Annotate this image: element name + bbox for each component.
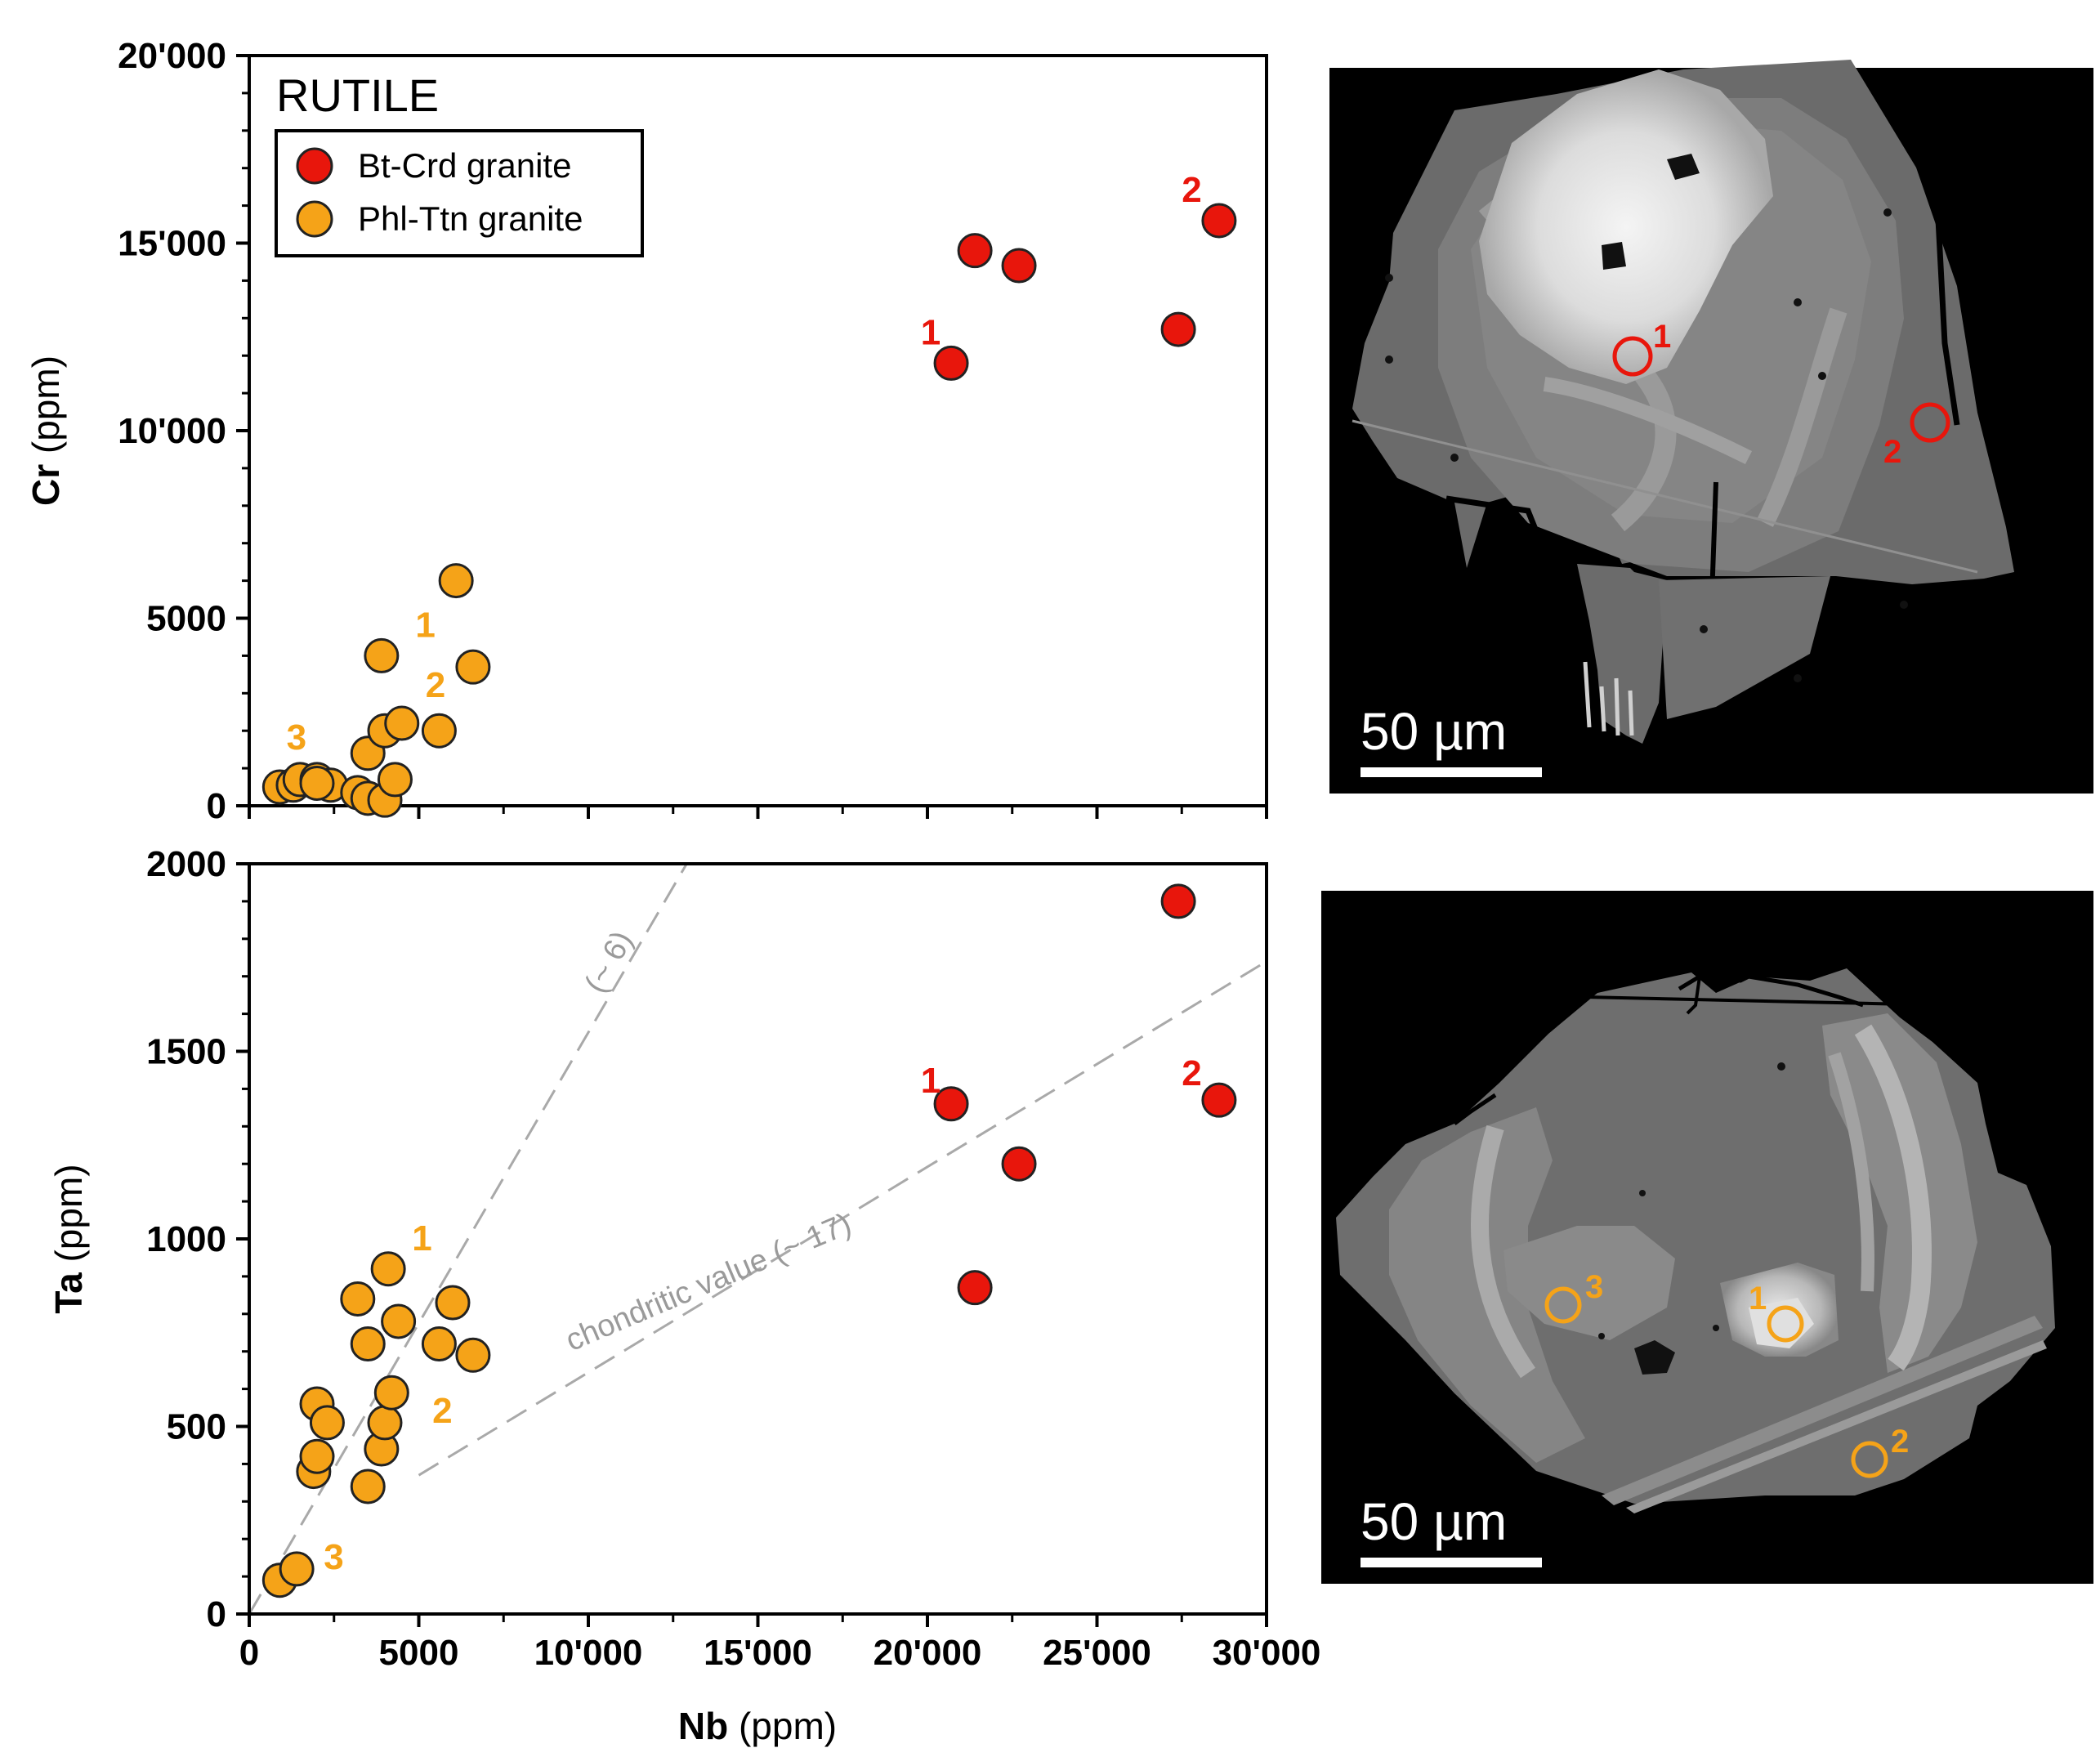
data-point-phl xyxy=(435,1285,471,1321)
point-annotation: 1 xyxy=(415,605,435,645)
data-point-phl xyxy=(381,1303,417,1339)
data-point-phl xyxy=(299,1438,335,1474)
data-point-phl xyxy=(309,1405,345,1441)
point-annotation: 1 xyxy=(412,1218,431,1259)
y-tick-label: 5000 xyxy=(146,599,226,639)
data-point-phl xyxy=(364,637,400,673)
data-point-phl xyxy=(384,705,420,741)
scale-bar xyxy=(1361,1558,1542,1567)
legend: RUTILE Bt-Crd granite Phl-Ttn granite xyxy=(275,69,644,257)
y-axis-element: Ta xyxy=(47,1272,90,1314)
legend-marker-phl xyxy=(296,200,333,238)
y-tick-label: 500 xyxy=(167,1407,226,1447)
data-point-phl xyxy=(370,1251,406,1287)
data-point-phl xyxy=(350,1326,386,1362)
data-point-bt xyxy=(957,1270,993,1306)
bse-image-top: 1 2 50 µm xyxy=(1329,60,2093,794)
data-point-bt xyxy=(957,233,993,269)
analysis-spot-label-2: 2 xyxy=(1891,1424,1909,1460)
data-point-bt xyxy=(1201,1082,1237,1118)
x-tick-label: 0 xyxy=(239,1633,259,1673)
y-tick-label: 10'000 xyxy=(118,411,226,451)
y-axis-unit: (ppm) xyxy=(47,1164,90,1272)
data-point-phl xyxy=(299,765,335,801)
point-annotation: 3 xyxy=(324,1537,343,1577)
data-point-phl xyxy=(455,1337,491,1373)
x-tick-label: 30'000 xyxy=(1213,1633,1321,1673)
data-point-bt xyxy=(933,1086,969,1122)
reference-line xyxy=(418,960,1267,1477)
data-point-bt xyxy=(1160,311,1196,347)
y-tick-label: 1000 xyxy=(146,1219,226,1259)
analysis-spot-label-1: 1 xyxy=(1653,319,1671,355)
x-axis-title: Nb (ppm) xyxy=(678,1705,837,1747)
x-tick-label: 5000 xyxy=(379,1633,459,1673)
analysis-spot-1 xyxy=(1612,336,1653,377)
data-point-phl xyxy=(367,1405,403,1441)
y-axis-title: Ta (ppm) xyxy=(47,1164,90,1313)
plot-frame xyxy=(248,862,1268,1616)
y-tick-label: 2000 xyxy=(146,844,226,884)
data-point-phl xyxy=(377,762,413,798)
scale-bar-label: 50 µm xyxy=(1361,1492,1507,1551)
data-point-bt xyxy=(1160,883,1196,919)
point-annotation: 2 xyxy=(432,1391,452,1431)
point-annotation: 2 xyxy=(1182,1053,1201,1093)
chart-cr-vs-nb: 0 5000 10'000 15'000 20'000 1 2 1 2 3 RUTILE Bt-… xyxy=(25,36,1268,826)
data-point-bt xyxy=(1201,203,1237,239)
y-tick-label: 0 xyxy=(207,786,226,826)
data-point-bt xyxy=(1001,248,1037,284)
bse-image-bottom: 3 1 2 50 µm xyxy=(1321,891,2093,1584)
point-annotation: 3 xyxy=(287,718,306,758)
x-axis-unit: (ppm) xyxy=(728,1705,837,1747)
analysis-spot-2 xyxy=(1851,1441,1888,1478)
scale-bar-label: 50 µm xyxy=(1361,702,1507,761)
data-point-phl xyxy=(421,713,457,749)
scale-bar xyxy=(1361,767,1542,777)
y-tick-label: 0 xyxy=(207,1594,226,1634)
analysis-spot-2 xyxy=(1910,402,1950,443)
x-axis-element: Nb xyxy=(678,1705,728,1747)
x-tick-label: 20'000 xyxy=(874,1633,982,1673)
legend-box xyxy=(275,129,644,257)
legend-label-phl: Phl-Ttn granite xyxy=(358,199,583,238)
analysis-spot-label-2: 2 xyxy=(1883,434,1901,470)
point-annotation: 1 xyxy=(921,1061,941,1101)
legend-label-bt: Bt-Crd granite xyxy=(358,146,571,185)
data-point-bt xyxy=(933,345,969,381)
data-point-bt xyxy=(1001,1146,1037,1182)
reference-line-label: chondritic value (~ 17) xyxy=(561,1207,856,1358)
y-axis-title: Cr (ppm) xyxy=(25,355,67,506)
point-annotation: 2 xyxy=(1182,170,1201,210)
y-axis-element: Cr xyxy=(25,464,67,506)
y-tick-label: 20'000 xyxy=(118,36,226,76)
data-point-phl xyxy=(340,1281,376,1317)
rutile-grain xyxy=(1336,968,2055,1513)
analysis-spot-1 xyxy=(1767,1305,1804,1343)
chart-ta-vs-nb: (~ 6)chondritic value (~ 17) 0 5000 10'000… xyxy=(47,844,1320,1747)
rutile-grain xyxy=(1352,60,2014,744)
x-tick-label: 10'000 xyxy=(534,1633,643,1673)
x-tick-label: 15'000 xyxy=(704,1633,812,1673)
analysis-spot-label-1: 1 xyxy=(1749,1281,1767,1317)
analysis-spot-3 xyxy=(1544,1286,1582,1324)
y-tick-label: 15'000 xyxy=(118,224,226,264)
y-tick-label: 1500 xyxy=(146,1032,226,1072)
data-point-phl xyxy=(373,1375,409,1411)
y-axis-unit: (ppm) xyxy=(25,355,67,464)
legend-title: RUTILE xyxy=(276,69,439,121)
point-annotation: 1 xyxy=(921,312,941,352)
data-point-phl xyxy=(455,649,491,685)
point-annotation: 2 xyxy=(426,665,445,705)
data-point-phl xyxy=(350,1469,386,1504)
reference-line xyxy=(248,863,688,1615)
data-point-phl xyxy=(438,563,474,599)
x-tick-label: 25'000 xyxy=(1043,1633,1151,1673)
data-point-phl xyxy=(421,1326,457,1362)
analysis-spot-label-3: 3 xyxy=(1585,1269,1603,1305)
data-point-phl xyxy=(279,1551,315,1587)
legend-marker-bt xyxy=(296,147,333,185)
